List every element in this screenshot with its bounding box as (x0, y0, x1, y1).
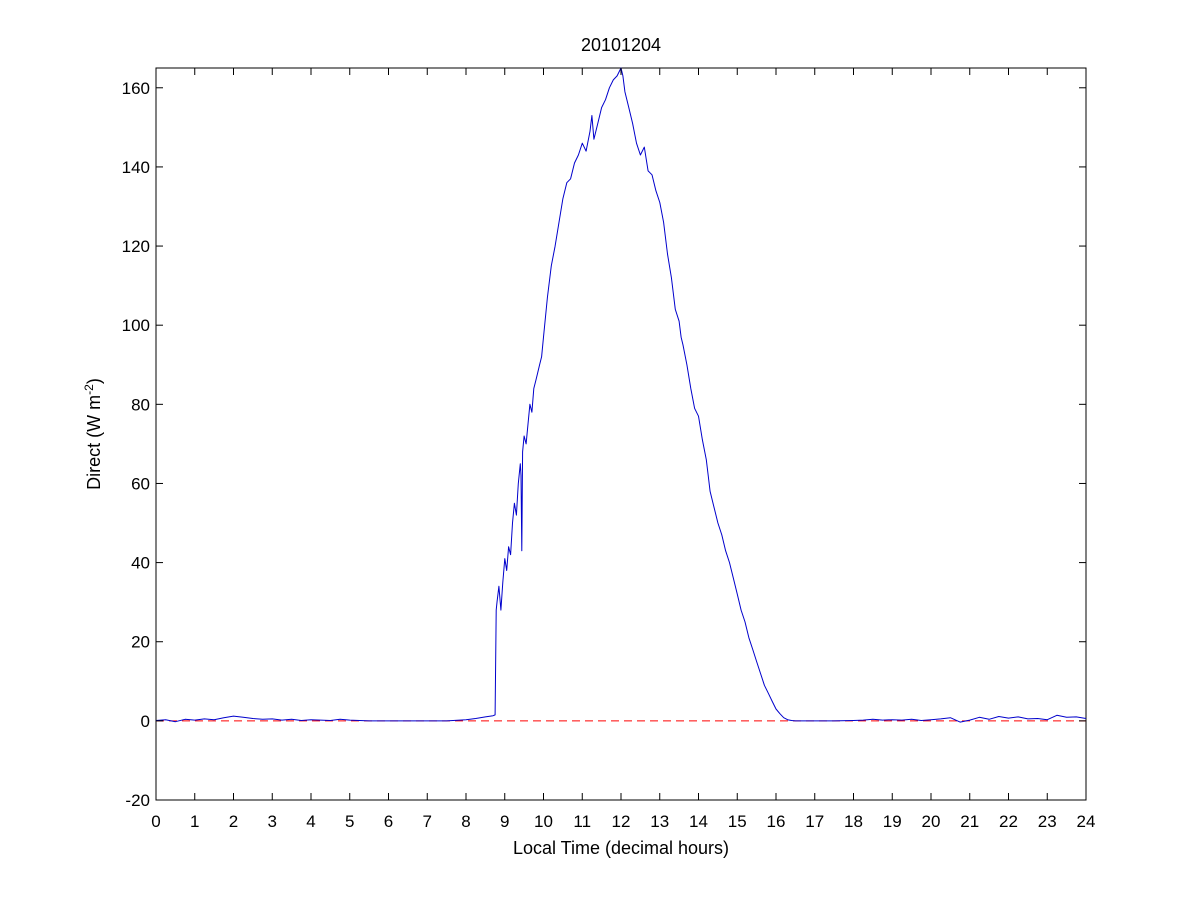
plot-frame (155, 67, 1087, 801)
y-tick-label: 160 (122, 79, 150, 98)
y-tick-labels: -20 0 20 40 60 80 100 120 140 160 (122, 79, 150, 810)
x-tick-label: 24 (1077, 812, 1096, 831)
tick-layer (155, 68, 1087, 801)
y-axis-title-main: Direct (W m (84, 395, 104, 490)
series-layer (155, 67, 1087, 723)
y-tick-label: 140 (122, 158, 150, 177)
y-tick-label: 100 (122, 316, 150, 335)
y-tick-label: 120 (122, 237, 150, 256)
y-tick-label: 20 (131, 633, 150, 652)
x-tick-label: 6 (384, 812, 393, 831)
x-tick-label: 9 (500, 812, 509, 831)
x-tick-label: 19 (883, 812, 902, 831)
x-axis-title: Local Time (decimal hours) (513, 838, 729, 858)
x-tick-labels: 0 1 2 3 4 5 6 7 8 9 10 11 12 13 14 15 16 17 18 19 20 21 22 23 24 (151, 812, 1095, 831)
plot-area (155, 67, 1087, 801)
x-tick-label: 12 (612, 812, 631, 831)
x-tick-label: 0 (151, 812, 160, 831)
x-tick-label: 23 (1038, 812, 1057, 831)
x-tick-label: 14 (689, 812, 708, 831)
x-tick-label: 4 (306, 812, 315, 831)
x-tick-label: 16 (767, 812, 786, 831)
x-tick-label: 10 (534, 812, 553, 831)
x-tick-label: 7 (423, 812, 432, 831)
x-tick-label: 22 (999, 812, 1018, 831)
x-tick-label: 3 (268, 812, 277, 831)
x-tick-label: 8 (461, 812, 470, 831)
y-axis-title: Direct (W m-2) (82, 378, 104, 490)
y-tick-label: 40 (131, 554, 150, 573)
y-tick-label: 80 (131, 395, 150, 414)
x-tick-label: 17 (805, 812, 824, 831)
y-tick-label: 60 (131, 474, 150, 493)
x-tick-label: 5 (345, 812, 354, 831)
x-tick-label: 11 (573, 812, 591, 831)
chart-title: 20101204 (581, 35, 661, 55)
x-tick-label: 1 (190, 812, 199, 831)
y-axis-title-close: ) (84, 378, 104, 384)
x-tick-label: 18 (844, 812, 863, 831)
x-tick-label: 13 (650, 812, 669, 831)
x-tick-label: 15 (728, 812, 747, 831)
series-line-0 (155, 67, 1087, 723)
x-tick-label: 20 (922, 812, 941, 831)
x-tick-label: 2 (229, 812, 238, 831)
y-tick-label: 0 (141, 712, 150, 731)
y-tick-label: -20 (125, 791, 150, 810)
y-axis-title-superscript: -2 (82, 384, 96, 395)
x-tick-label: 21 (960, 812, 979, 831)
